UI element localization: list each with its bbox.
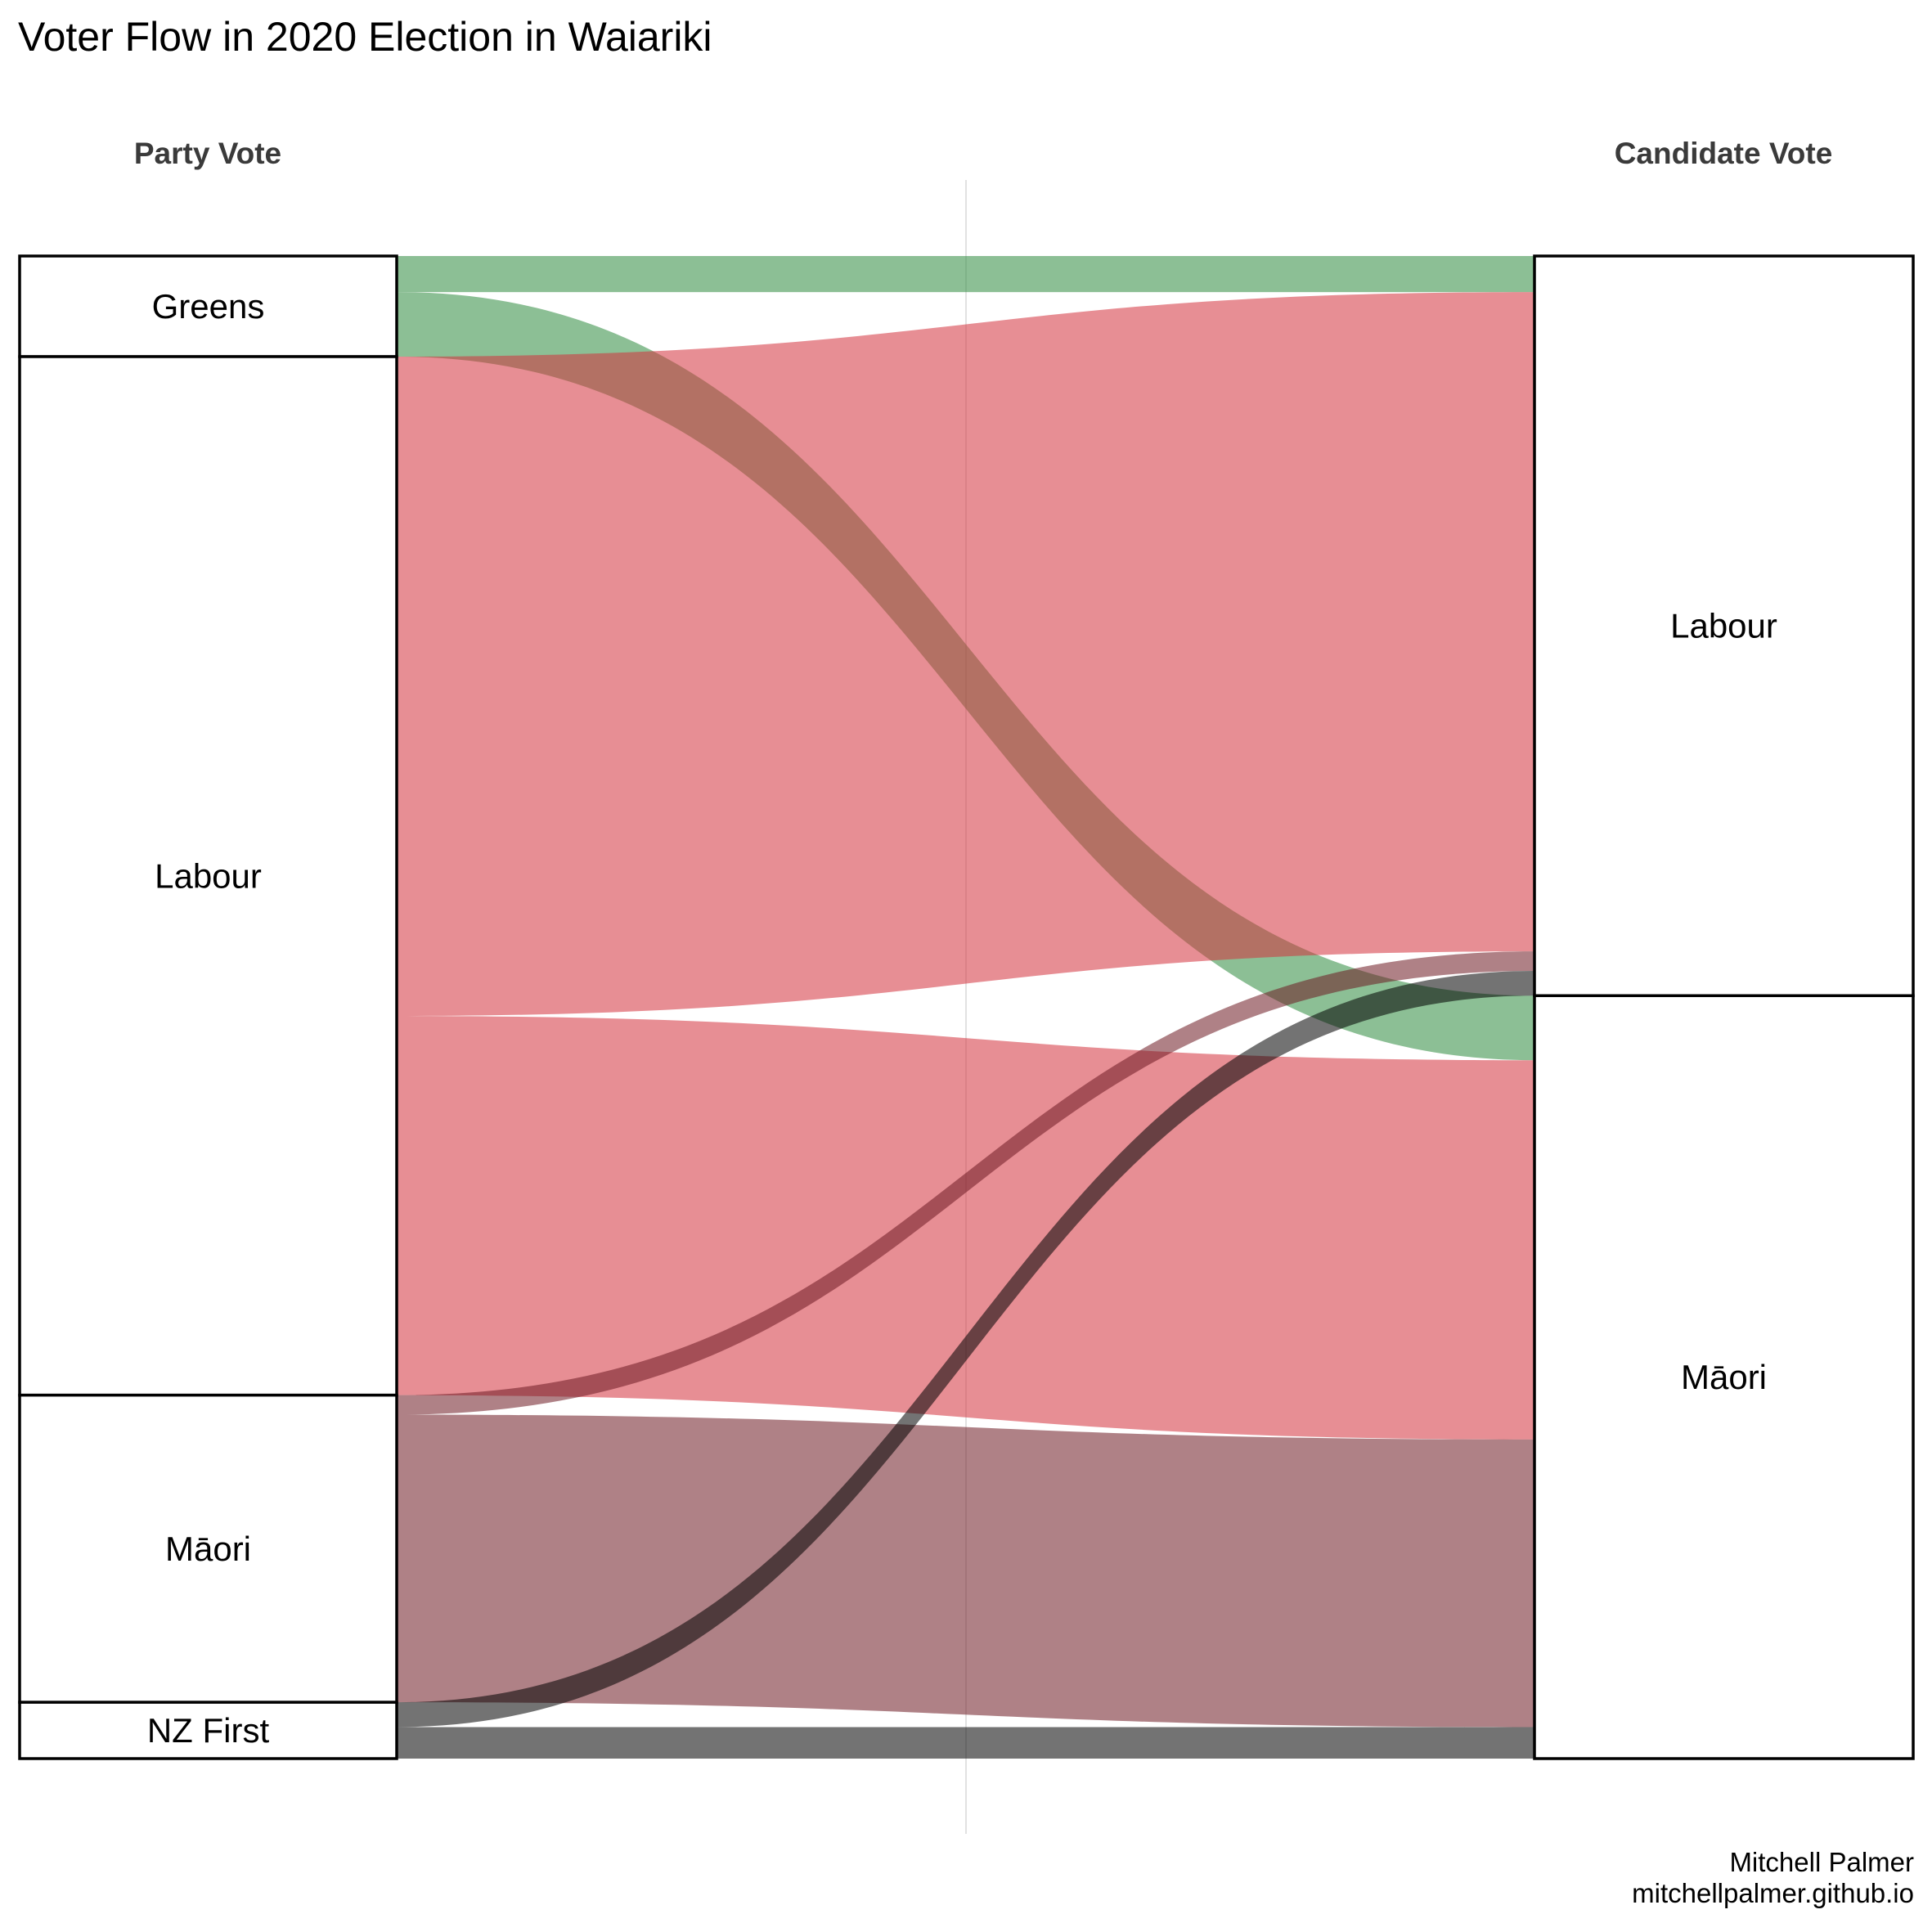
right-node-label-maori: Māori: [1681, 1358, 1767, 1396]
axis-label-candidate-vote: Candidate Vote: [1615, 137, 1833, 170]
flows-layer: [397, 256, 1534, 1759]
nodes-layer: Greens Labour Māori NZ First Labour Māori: [18, 254, 1915, 1760]
flow-greens-to-labour: [397, 256, 1534, 293]
caption-site: mitchellpalmer.github.io: [1632, 1878, 1914, 1908]
left-node-maori: [18, 1393, 398, 1704]
flow-labour-to-labour: [397, 292, 1534, 1017]
left-node-label-nz-first: NZ First: [147, 1711, 270, 1750]
left-node-label-labour: Labour: [155, 856, 262, 895]
flow-nz-first-to-labour: [397, 970, 1534, 1728]
right-node-maori: [1533, 994, 1915, 1760]
caption-author: Mitchell Palmer: [1729, 1847, 1914, 1877]
left-node-label-greens: Greens: [152, 287, 265, 326]
flow-maori-to-labour: [397, 951, 1534, 1415]
chart-title: Voter Flow in 2020 Election in Waiariki: [18, 14, 712, 60]
left-node-greens: [18, 254, 398, 358]
left-node-nz-first: [18, 1701, 398, 1760]
flow-nz-first-to-maori: [397, 1727, 1534, 1759]
right-node-labour: [1533, 254, 1915, 998]
flow-labour-to-maori: [397, 1016, 1534, 1440]
right-node-label-labour: Labour: [1670, 607, 1777, 645]
left-node-label-maori: Māori: [165, 1530, 251, 1568]
axis-label-party-vote: Party Vote: [134, 137, 281, 170]
